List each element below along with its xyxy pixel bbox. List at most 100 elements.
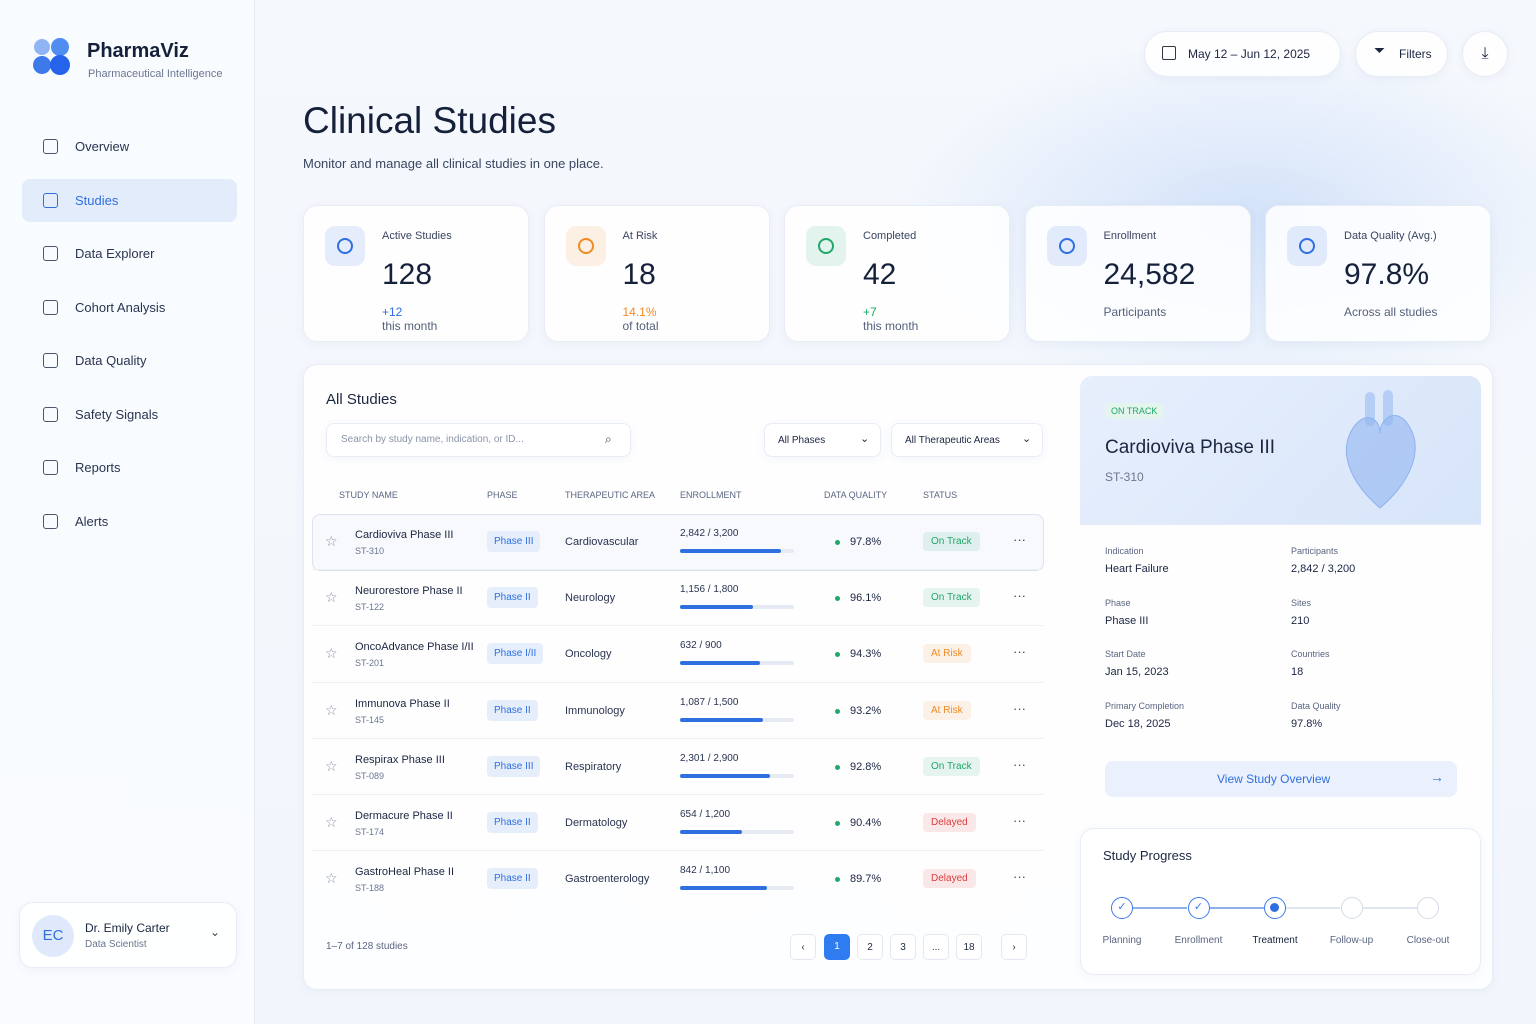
user-name: Dr. Emily Carter	[85, 921, 170, 935]
study-id: ST-188	[355, 883, 385, 894]
date-picker[interactable]: May 12 – Jun 12, 2025	[1144, 31, 1341, 77]
download-button[interactable]: ⤓	[1462, 31, 1508, 77]
pagination-summary: 1–7 of 128 studies	[326, 941, 408, 952]
quality-dot	[835, 540, 840, 545]
therapeutic-area: Respiratory	[565, 760, 622, 773]
kpi-value: 42	[863, 258, 897, 291]
row-menu[interactable]: ···	[1013, 588, 1026, 604]
row-menu[interactable]: ···	[1013, 813, 1026, 828]
study-id: ST-174	[355, 827, 385, 837]
study-id: ST-310	[355, 546, 385, 556]
column-header: THERAPEUTIC AREA	[565, 490, 656, 500]
nav-item[interactable]: Studies	[75, 192, 119, 208]
page-button[interactable]: 2	[857, 934, 883, 960]
page-button[interactable]: ‹	[790, 934, 816, 960]
filters-button[interactable]: Filters ⏷	[1355, 31, 1448, 77]
star-icon[interactable]: ☆	[325, 589, 338, 606]
page-button[interactable]: ›	[1001, 934, 1027, 960]
star-icon[interactable]: ☆	[325, 757, 338, 774]
heart-illustration	[1346, 390, 1416, 509]
field-label: Countries	[1291, 649, 1330, 660]
sidebar	[0, 0, 255, 1024]
kpi-note-line: 14.1% of total	[623, 305, 659, 333]
user-card[interactable]: EC Dr. Emily Carter Data Scientist ⌄	[19, 902, 237, 968]
chevron: ⌄	[860, 433, 870, 445]
kpi-note-line: Participants	[1104, 305, 1167, 319]
filter-dropdown[interactable]: All Phases ⌄	[764, 423, 881, 457]
nav-icon	[43, 299, 58, 315]
study-name: Dermacure Phase II	[355, 810, 453, 822]
enrollment-bar	[680, 886, 768, 891]
page-button[interactable]: 3	[890, 934, 916, 960]
kpi-label: Data Quality (Avg.)	[1344, 230, 1437, 242]
nav-item[interactable]: Data Quality	[75, 353, 147, 368]
field-label: Primary Completion	[1105, 701, 1185, 712]
step-label: Enrollment	[1174, 935, 1223, 946]
row-menu[interactable]: ···	[1013, 532, 1026, 547]
user-role: Data Scientist	[85, 939, 147, 950]
page-button[interactable]: 18	[956, 934, 982, 960]
enrollment-bar	[680, 717, 763, 722]
star-icon[interactable]: ☆	[325, 814, 338, 830]
filter-label: All Phases	[778, 435, 826, 446]
data-quality: 94.3%	[850, 648, 882, 661]
table-title: All Studies	[326, 391, 397, 408]
row-menu[interactable]: ···	[1013, 644, 1026, 660]
enrollment: 842 / 1,100	[680, 865, 731, 877]
page-button[interactable]: ...	[923, 934, 949, 960]
nav-icon	[43, 406, 58, 422]
avatar: EC	[32, 915, 74, 957]
row-menu[interactable]: ···	[1013, 756, 1026, 772]
nav-item[interactable]: Alerts	[75, 513, 109, 529]
filter-label: All Therapeutic Areas	[905, 435, 1000, 446]
step-label: Close-out	[1406, 935, 1450, 946]
brand-name: PharmaViz	[87, 40, 189, 62]
phase-tag: Phase III	[487, 755, 541, 777]
quality-dot	[835, 877, 840, 883]
row-menu[interactable]: ···	[1013, 700, 1026, 716]
kpi-label: At Risk	[622, 230, 658, 242]
field-value: 210	[1291, 614, 1310, 627]
quality-dot	[835, 764, 840, 770]
study-name: GastroHeal Phase II	[355, 866, 455, 879]
star-icon[interactable]: ☆	[325, 701, 338, 718]
kpi-note: this month	[863, 319, 919, 333]
kpi-card	[303, 205, 529, 342]
enrollment-bar	[680, 661, 761, 666]
detail-divider	[1080, 524, 1481, 525]
row-divider	[312, 569, 1044, 571]
field-value: 97.8%	[1291, 718, 1323, 731]
nav-item[interactable]: Data Explorer	[75, 246, 155, 261]
enrollment: 654 / 1,200	[680, 809, 731, 820]
kpi-icon-glyph	[1299, 238, 1315, 254]
column-header: ENROLLMENT	[680, 490, 742, 500]
phase-tag: Phase I/II	[487, 643, 544, 665]
study-id: ST-145	[355, 714, 385, 725]
page-button[interactable]: 1	[824, 934, 850, 960]
page-subtitle: Monitor and manage all clinical studies …	[303, 156, 604, 171]
data-quality: 97.8%	[850, 536, 882, 548]
detail-action[interactable]: View Study Overview →	[1105, 761, 1457, 797]
kpi-card	[1024, 205, 1251, 342]
kpi-label: Completed	[863, 230, 917, 242]
filter-dropdown[interactable]: All Therapeutic Areas ⌄	[891, 423, 1043, 457]
therapeutic-area: Neurology	[565, 592, 616, 605]
row-menu[interactable]: ···	[1013, 869, 1026, 885]
nav-item[interactable]: Cohort Analysis	[75, 299, 166, 315]
search-box[interactable]: Search by study name, indication, or ID.…	[326, 423, 631, 457]
kpi-note-line: +12 this month	[382, 305, 437, 333]
column-header: STATUS	[923, 490, 958, 500]
nav-item[interactable]: Reports	[75, 460, 121, 475]
star-icon[interactable]: ☆	[325, 533, 338, 549]
study-name: Respirax Phase III	[355, 753, 445, 766]
star-icon[interactable]: ☆	[325, 645, 338, 662]
field-value: Heart Failure	[1105, 563, 1169, 575]
star-icon[interactable]: ☆	[325, 870, 338, 887]
kpi-note: Participants	[1103, 305, 1167, 319]
nav-item[interactable]: Overview	[75, 139, 130, 154]
enrollment: 1,156 / 1,800	[680, 584, 739, 596]
kpi-icon-glyph	[577, 238, 594, 254]
nav-item[interactable]: Safety Signals	[75, 406, 159, 422]
logo	[33, 38, 70, 75]
step-label: Follow-up	[1329, 935, 1374, 946]
